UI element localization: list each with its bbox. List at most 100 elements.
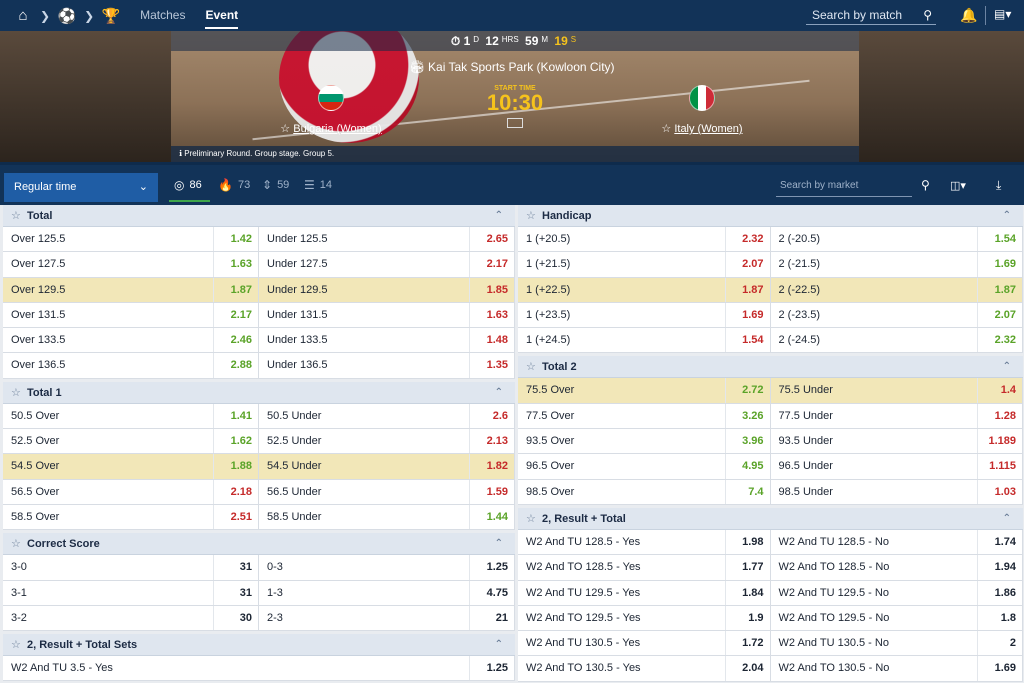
outcome-label[interactable]: Under 136.5	[259, 353, 470, 378]
odds-value[interactable]: 1.189	[978, 429, 1023, 454]
odds-value[interactable]: 1.86	[978, 580, 1023, 605]
odds-value[interactable]: 1.72	[726, 631, 771, 656]
odds-value[interactable]: 2.51	[214, 504, 259, 530]
odds-value[interactable]: 1.69	[726, 302, 771, 328]
outcome-label[interactable]: Over 131.5	[3, 302, 214, 328]
odds-value[interactable]: 31	[214, 555, 259, 580]
outcome-label[interactable]: 77.5 Over	[518, 403, 726, 429]
outcome-label[interactable]: W2 And TU 130.5 - Yes	[518, 631, 726, 656]
odds-value[interactable]: 30	[214, 605, 259, 631]
outcome-label[interactable]: 98.5 Over	[518, 479, 726, 504]
market-header[interactable]: ☆ Total ⌃	[3, 205, 515, 227]
favorite-star-icon[interactable]: ☆	[11, 210, 21, 222]
odds-value[interactable]: 1.94	[978, 555, 1023, 580]
outcome-label[interactable]: W2 And TU 129.5 - Yes	[518, 580, 726, 605]
odds-value[interactable]: 1.25	[470, 555, 515, 580]
outcome-label[interactable]: 2-3	[259, 605, 470, 631]
odds-value[interactable]: 1.87	[725, 277, 771, 302]
market-header[interactable]: ☆ Handicap ⌃	[518, 205, 1023, 227]
outcome-label[interactable]: Over 127.5	[3, 252, 214, 277]
odds-value[interactable]: 2.07	[726, 252, 771, 277]
outcome-label[interactable]: Under 125.5	[259, 227, 470, 252]
team-away-name[interactable]: Italy (Women)	[674, 123, 743, 135]
bell-icon[interactable]: 🔔	[960, 7, 978, 23]
outcome-label[interactable]: Over 136.5	[3, 353, 214, 378]
odds-value[interactable]: 2.32	[726, 227, 771, 252]
tab-popular-markets[interactable]: 🔥 73	[218, 178, 250, 192]
odds-value[interactable]: 1.35	[470, 353, 515, 378]
outcome-label[interactable]: 2 (-24.5)	[771, 328, 978, 353]
odds-value[interactable]: 1.9	[726, 605, 771, 631]
outcome-label[interactable]: Under 131.5	[259, 302, 470, 328]
odds-value[interactable]: 4.75	[470, 580, 515, 605]
chevron-up-icon[interactable]: ⌃	[494, 386, 503, 398]
search-icon[interactable]: ⚲	[921, 178, 930, 192]
odds-value[interactable]: 1.48	[470, 328, 515, 353]
outcome-label[interactable]: W2 And TU 128.5 - Yes	[518, 529, 726, 555]
odds-value[interactable]: 1.74	[978, 529, 1023, 555]
odds-value[interactable]: 2.88	[214, 353, 259, 378]
outcome-label[interactable]: 50.5 Under	[259, 403, 470, 429]
odds-value[interactable]: 1.63	[470, 302, 515, 328]
outcome-label[interactable]: Over 129.5	[3, 277, 214, 302]
outcome-label[interactable]: 56.5 Under	[259, 479, 470, 504]
odds-value[interactable]: 3.96	[726, 429, 771, 454]
outcome-label[interactable]: 96.5 Over	[518, 454, 726, 479]
odds-value[interactable]: 1.4	[978, 378, 1023, 403]
odds-value[interactable]: 2.13	[470, 429, 515, 454]
outcome-label[interactable]: 1-3	[259, 580, 470, 605]
favorite-star-icon[interactable]: ☆	[280, 123, 291, 135]
odds-value[interactable]: 1.87	[214, 277, 259, 302]
outcome-label[interactable]: 52.5 Under	[259, 429, 470, 454]
odds-value[interactable]: 2.17	[470, 252, 515, 277]
odds-value[interactable]: 1.69	[978, 656, 1023, 681]
odds-value[interactable]: 1.28	[978, 403, 1023, 429]
odds-value[interactable]: 2.6	[470, 403, 515, 429]
home-icon[interactable]: ⌂	[18, 7, 28, 24]
odds-value[interactable]: 1.63	[214, 252, 259, 277]
odds-value[interactable]: 1.115	[978, 454, 1023, 479]
favorite-star-icon[interactable]: ☆	[11, 538, 21, 551]
chevron-up-icon[interactable]: ⌃	[1002, 512, 1011, 524]
outcome-label[interactable]: 1 (+21.5)	[518, 252, 726, 277]
odds-value[interactable]: 1.8	[978, 605, 1023, 631]
outcome-label[interactable]: 58.5 Over	[3, 504, 214, 530]
columns-layout-icon[interactable]: ◫▾	[950, 180, 966, 192]
odds-value[interactable]: 3.26	[726, 403, 771, 429]
favorite-star-icon[interactable]: ☆	[526, 210, 536, 222]
outcome-label[interactable]: 2 (-22.5)	[770, 277, 978, 302]
market-header[interactable]: ☆ 2, Result + Total ⌃	[518, 507, 1023, 530]
odds-value[interactable]: 1.41	[214, 403, 259, 429]
favorite-star-icon[interactable]: ☆	[661, 123, 672, 135]
search-icon[interactable]: ⚲	[923, 8, 932, 22]
volleyball-icon[interactable]: ⚽	[57, 7, 77, 25]
chevron-up-icon[interactable]: ⌃	[494, 210, 503, 221]
outcome-label[interactable]: W2 And TO 130.5 - Yes	[518, 656, 726, 681]
odds-value[interactable]: 2.46	[214, 328, 259, 353]
outcome-label[interactable]: 56.5 Over	[3, 479, 214, 504]
market-header[interactable]: ☆ Correct Score ⌃	[3, 533, 515, 556]
team-home-name[interactable]: Bulgaria (Women)	[293, 123, 382, 135]
outcome-label[interactable]: W2 And TO 129.5 - Yes	[518, 605, 726, 631]
outcome-label[interactable]: 58.5 Under	[259, 504, 470, 530]
odds-value[interactable]: 2.17	[214, 302, 259, 328]
favorite-star-icon[interactable]: ☆	[11, 639, 21, 652]
outcome-label[interactable]: 3-2	[3, 605, 214, 631]
outcome-label[interactable]: Under 129.5	[259, 277, 470, 302]
outcome-label[interactable]: 3-0	[3, 555, 214, 580]
market-search-input[interactable]: Search by market	[776, 175, 912, 197]
outcome-label[interactable]: 75.5 Over	[518, 378, 726, 403]
odds-value[interactable]: 1.54	[978, 227, 1023, 252]
odds-value[interactable]: 31	[214, 580, 259, 605]
tv-icon[interactable]	[507, 118, 523, 128]
outcome-label[interactable]: 75.5 Under	[770, 378, 978, 403]
odds-value[interactable]: 1.69	[978, 252, 1023, 277]
odds-value[interactable]: 1.77	[726, 555, 771, 580]
outcome-label[interactable]: W2 And TU 128.5 - No	[771, 529, 978, 555]
outcome-label[interactable]: 2 (-20.5)	[771, 227, 978, 252]
outcome-label[interactable]: W2 And TO 128.5 - No	[771, 555, 978, 580]
outcome-label[interactable]: 0-3	[259, 555, 470, 580]
stats-icon[interactable]: ▤▾	[994, 7, 1012, 21]
outcome-label[interactable]: Over 133.5	[3, 328, 214, 353]
odds-value[interactable]: 21	[470, 605, 515, 631]
